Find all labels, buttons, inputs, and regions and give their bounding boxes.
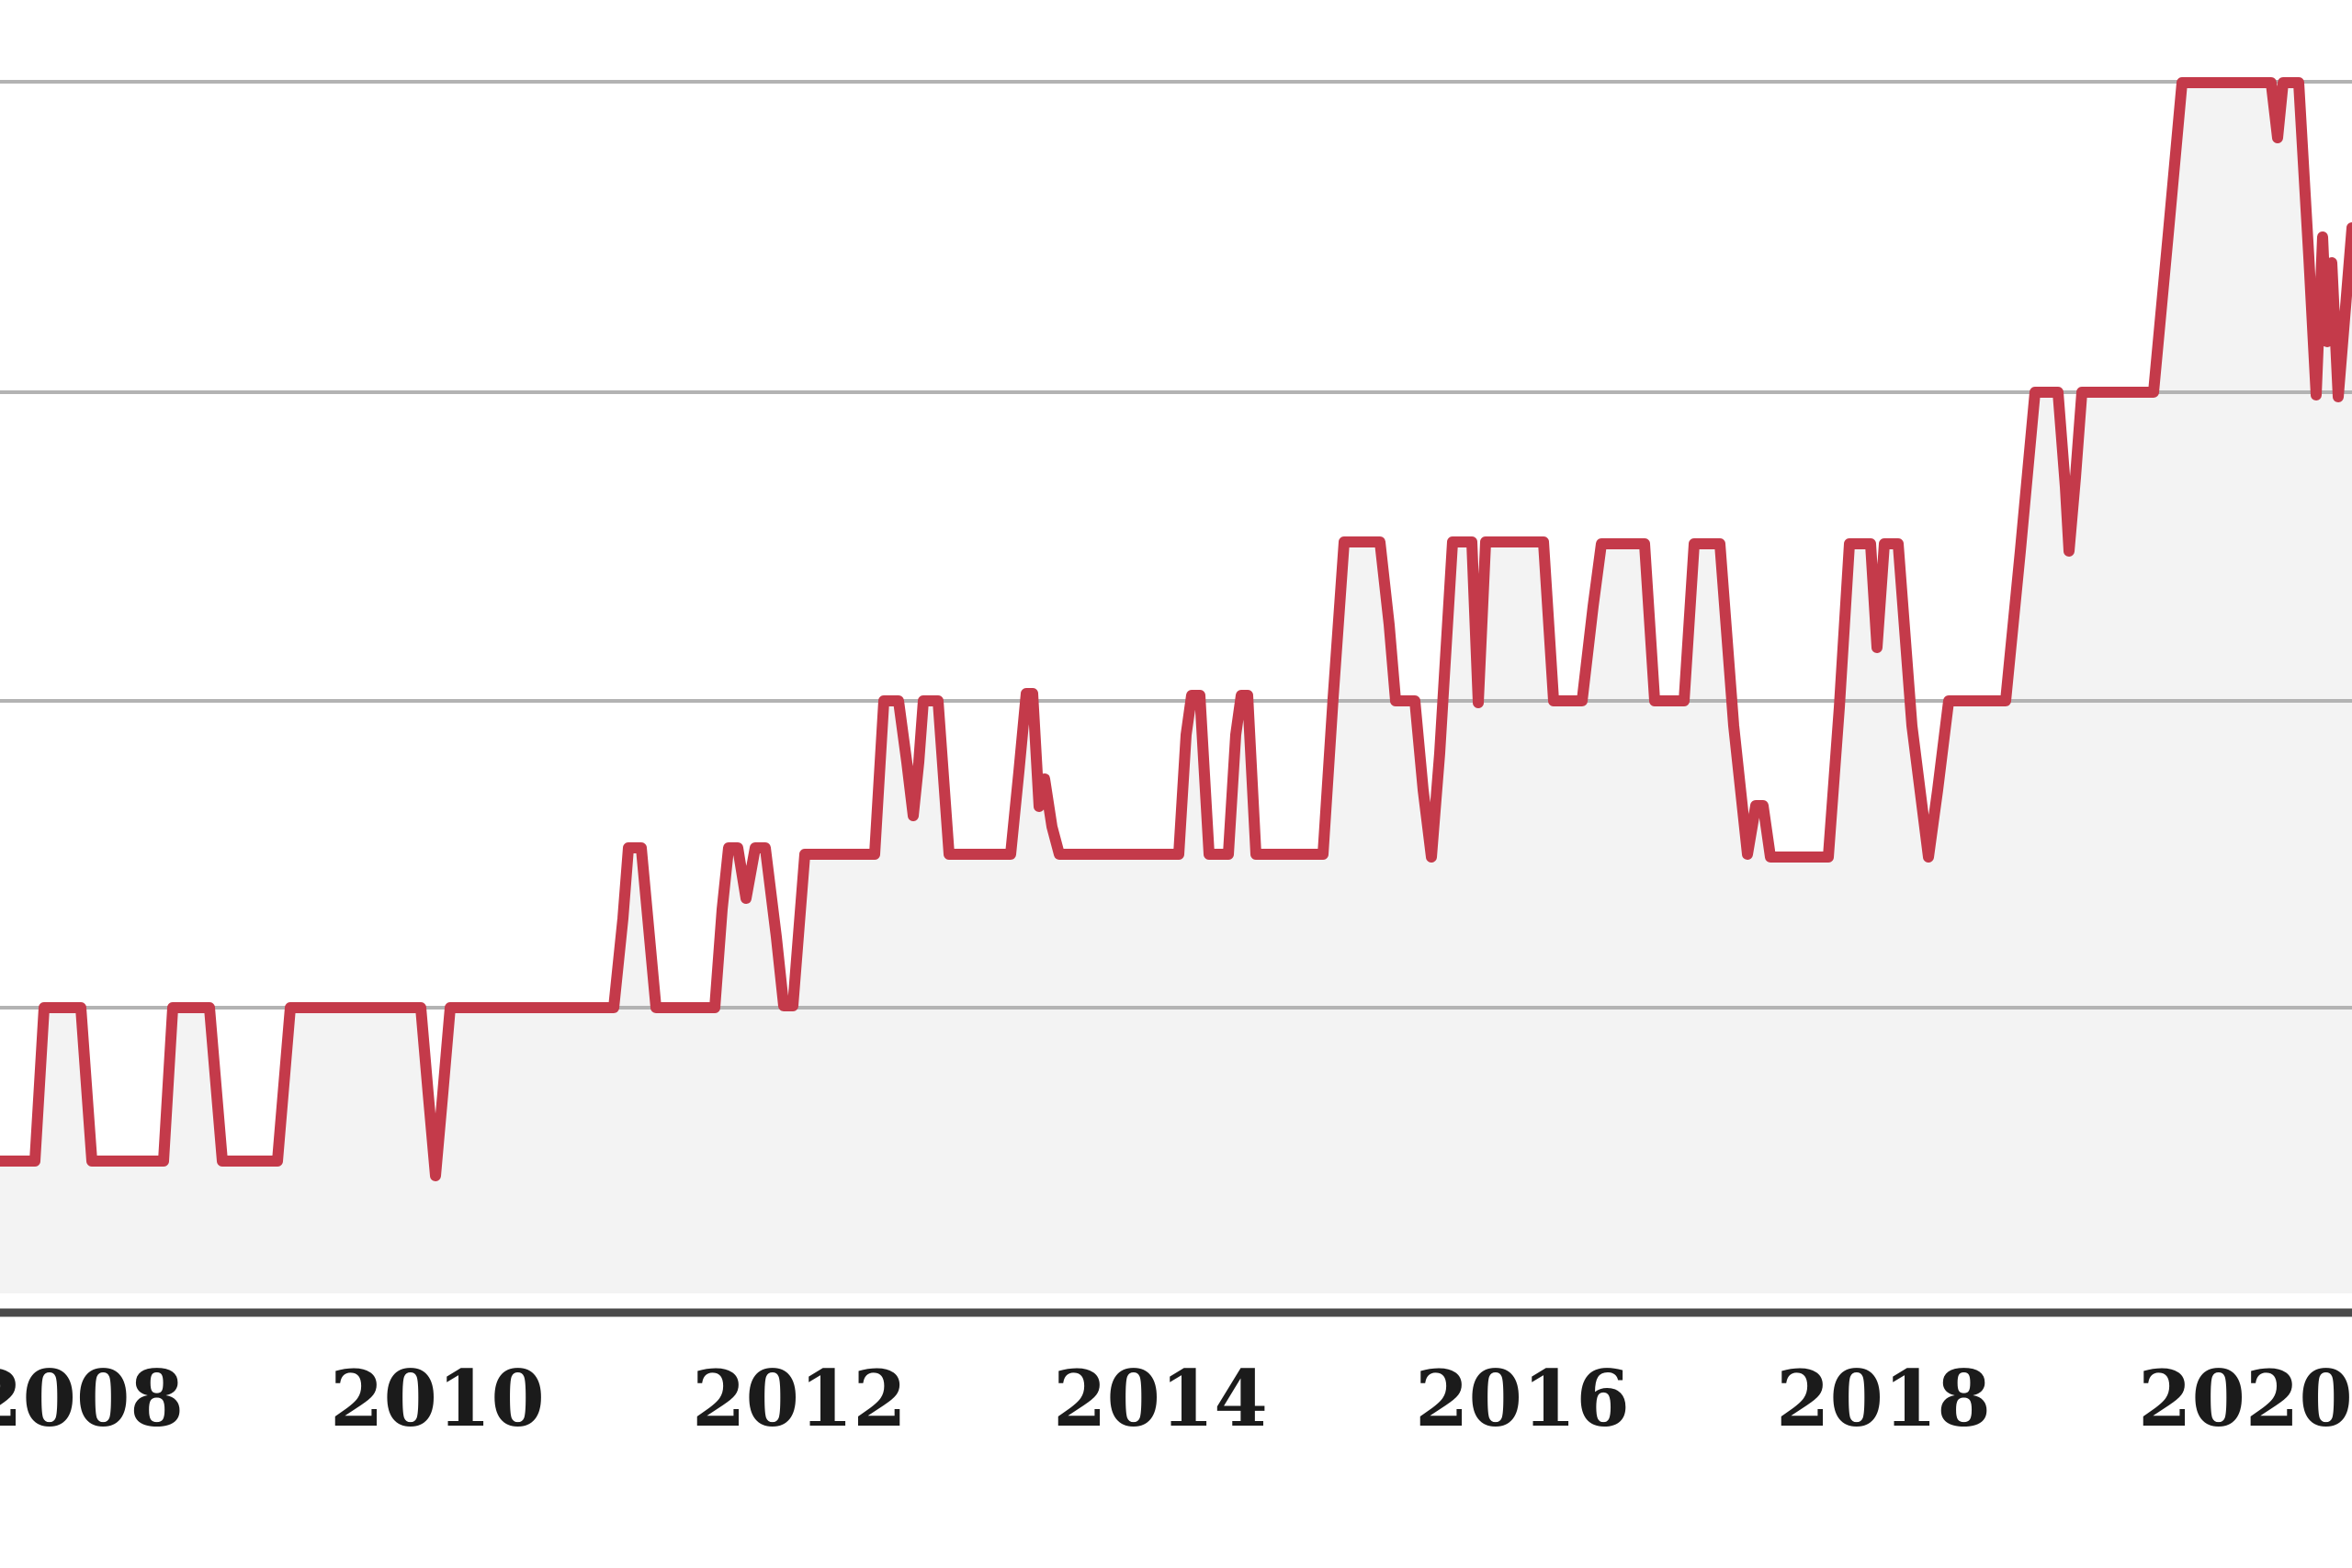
x-axis-label: 2016 bbox=[1415, 1353, 1630, 1444]
x-axis-label: 2018 bbox=[1776, 1353, 1991, 1444]
series-line bbox=[0, 77, 2352, 1181]
x-axis-label: 2008 bbox=[0, 1353, 184, 1444]
x-axis-label: 2020 bbox=[2138, 1353, 2352, 1444]
x-axis-label: 2010 bbox=[330, 1353, 545, 1444]
x-axis-label: 2014 bbox=[1053, 1353, 1268, 1444]
x-axis-label: 2012 bbox=[692, 1353, 907, 1444]
series-area-fill bbox=[0, 83, 2352, 1293]
